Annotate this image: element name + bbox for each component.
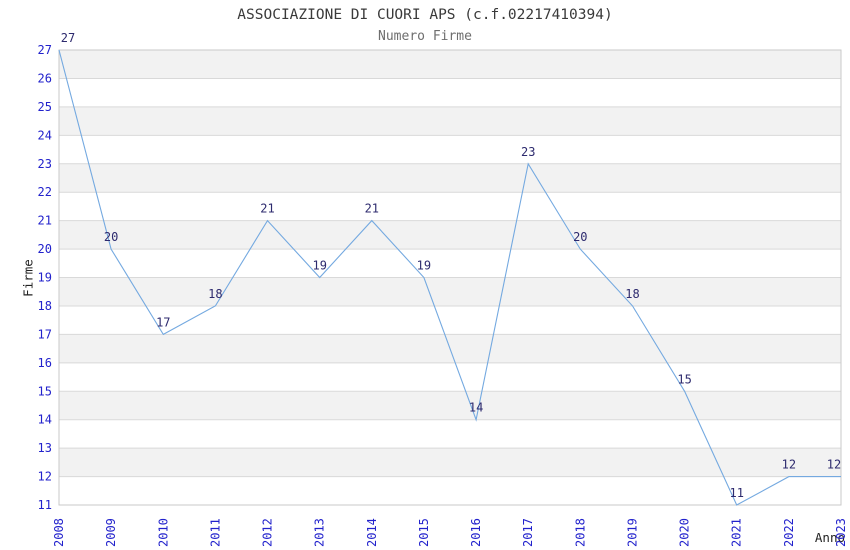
x-tick-label: 2013 xyxy=(313,518,327,547)
point-label: 14 xyxy=(469,401,483,415)
x-tick-label: 2020 xyxy=(678,518,692,547)
y-tick-label: 20 xyxy=(38,242,52,256)
point-label: 15 xyxy=(677,372,691,386)
point-label: 12 xyxy=(782,458,796,472)
x-tick-label: 2018 xyxy=(573,518,587,547)
point-label: 27 xyxy=(61,31,75,45)
point-label: 12 xyxy=(827,458,841,472)
x-tick-label: 2015 xyxy=(417,518,431,547)
x-tick-label: 2011 xyxy=(208,518,222,547)
y-tick-label: 26 xyxy=(38,71,52,85)
x-tick-label: 2021 xyxy=(730,518,744,547)
y-tick-label: 23 xyxy=(38,157,52,171)
chart-subtitle: Numero Firme xyxy=(378,29,472,44)
x-tick-label: 2008 xyxy=(52,518,66,547)
y-tick-label: 25 xyxy=(38,100,52,114)
x-tick-label: 2009 xyxy=(104,518,118,547)
plot-band xyxy=(59,277,841,306)
plot-band xyxy=(59,106,841,136)
plot-band xyxy=(59,448,841,477)
x-tick-label: 2022 xyxy=(782,518,796,547)
y-tick-label: 11 xyxy=(38,498,52,512)
point-label: 20 xyxy=(573,230,587,244)
y-tick-label: 24 xyxy=(38,128,52,142)
point-label: 19 xyxy=(417,259,431,273)
y-tick-label: 22 xyxy=(38,185,52,199)
point-label: 18 xyxy=(625,287,639,301)
point-label: 19 xyxy=(312,259,326,273)
x-tick-label: 2012 xyxy=(261,518,275,547)
y-tick-label: 21 xyxy=(38,214,52,228)
x-tick-label: 2017 xyxy=(521,518,535,547)
plot-border xyxy=(58,49,842,506)
x-axis-label: Anno xyxy=(814,530,845,545)
x-tick-label: 2016 xyxy=(469,518,483,547)
x-tick-label: 2023 xyxy=(834,518,848,547)
x-tick-label: 2014 xyxy=(365,518,379,547)
plot-band xyxy=(59,391,841,420)
point-label: 21 xyxy=(365,202,379,216)
point-label: 23 xyxy=(521,145,535,159)
plot-band xyxy=(59,50,841,79)
point-label: 11 xyxy=(729,486,743,500)
data-line xyxy=(58,49,841,506)
y-tick-label: 16 xyxy=(38,356,52,370)
point-label: 20 xyxy=(104,230,118,244)
point-label: 17 xyxy=(156,315,170,329)
plot-band xyxy=(59,163,841,193)
y-tick-label: 12 xyxy=(38,470,52,484)
point-label: 18 xyxy=(208,287,222,301)
chart-title: ASSOCIAZIONE DI CUORI APS (c.f.022174103… xyxy=(237,7,613,23)
x-tick-label: 2010 xyxy=(156,518,170,547)
y-tick-label: 27 xyxy=(38,43,52,57)
x-tick-label: 2019 xyxy=(626,518,640,547)
y-tick-label: 18 xyxy=(38,299,52,313)
point-label: 21 xyxy=(260,202,274,216)
y-tick-label: 14 xyxy=(38,413,52,427)
y-tick-label: 17 xyxy=(38,327,52,341)
y-tick-label: 19 xyxy=(38,271,52,285)
y-tick-label: 13 xyxy=(38,441,52,455)
plot-band xyxy=(59,220,841,250)
y-tick-label: 15 xyxy=(38,384,52,398)
